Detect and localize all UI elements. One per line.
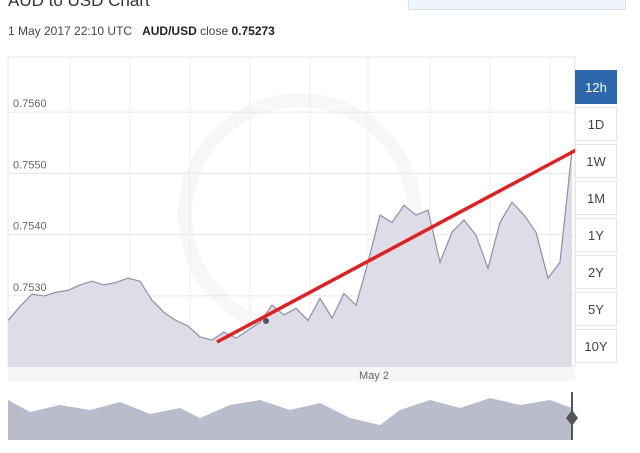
trend-annotation: [216, 147, 579, 344]
navigator-area: [8, 398, 572, 440]
close-value: 0.75273: [231, 24, 275, 38]
period-button[interactable]: 1M: [575, 181, 617, 215]
period-button[interactable]: 1D: [575, 107, 617, 141]
y-tick-label: 0.7550: [13, 159, 47, 171]
period-button[interactable]: 1Y: [575, 218, 617, 252]
line: [7, 150, 573, 341]
period-button[interactable]: 12h: [575, 70, 617, 104]
y-tick-label: 0.7540: [13, 221, 47, 233]
period-button[interactable]: 5Y: [575, 292, 617, 326]
period-button[interactable]: 10Y: [575, 329, 617, 363]
x-axis-strip: [8, 367, 575, 381]
page-title: AUD to USD Chart: [8, 0, 150, 10]
x-tick-label: May 2: [359, 370, 389, 382]
y-tick-label: 0.7560: [13, 98, 47, 110]
search-box[interactable]: [408, 0, 626, 10]
close-label: close: [200, 24, 229, 38]
area-fill: [8, 150, 572, 367]
marker: [263, 318, 269, 324]
period-button[interactable]: 1W: [575, 144, 617, 178]
quote-line: 1 May 2017 22:10 UTC AUD/USD close 0.752…: [8, 24, 275, 38]
navigator-grip[interactable]: [566, 410, 578, 426]
timestamp: 1 May 2017 22:10 UTC: [8, 24, 133, 38]
y-tick-label: 0.7530: [13, 282, 47, 294]
pair: AUD/USD: [142, 24, 197, 38]
period-button[interactable]: 2Y: [575, 255, 617, 289]
